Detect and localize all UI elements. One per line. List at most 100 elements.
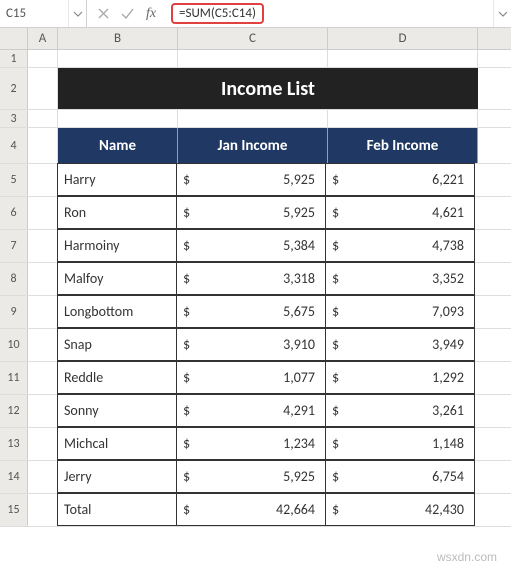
name-cell[interactable]: Malfoy [57, 262, 177, 295]
jan-cell[interactable]: $1,077 [176, 361, 326, 394]
currency-symbol: $ [332, 501, 339, 518]
col-header-c[interactable]: C [178, 28, 328, 49]
cell[interactable] [178, 50, 328, 67]
name-cell[interactable]: Harry [57, 163, 177, 196]
feb-cell[interactable]: $1,148 [325, 427, 475, 460]
cell[interactable] [28, 395, 58, 427]
name-cell[interactable]: Michcal [57, 427, 177, 460]
jan-value: 3,318 [283, 270, 315, 287]
name-cell[interactable]: Jerry [57, 460, 177, 493]
column-headers: A B C D [0, 28, 511, 50]
feb-cell[interactable]: $1,292 [325, 361, 475, 394]
currency-symbol: $ [332, 435, 339, 452]
table-row: 6 Ron$5,925$4,621 [0, 197, 511, 230]
name-box[interactable]: C15 [0, 0, 87, 27]
formula-text[interactable]: =SUM(C5:C14) [171, 3, 264, 24]
jan-value: 1,234 [283, 435, 315, 452]
cell[interactable] [28, 428, 58, 460]
cell[interactable] [328, 110, 478, 127]
feb-cell[interactable]: $6,754 [325, 460, 475, 493]
row-header[interactable]: 6 [0, 197, 28, 229]
jan-cell[interactable]: $1,234 [176, 427, 326, 460]
col-header-b[interactable]: B [58, 28, 178, 49]
formula-input-area[interactable]: =SUM(C5:C14) [167, 0, 493, 27]
cell[interactable] [28, 197, 58, 229]
feb-value: 3,949 [432, 336, 464, 353]
jan-cell[interactable]: $3,910 [176, 328, 326, 361]
title-cell[interactable]: Income List [58, 68, 478, 109]
total-label[interactable]: Total [57, 493, 177, 526]
cell[interactable] [28, 50, 58, 67]
fx-icon[interactable]: fx [139, 0, 163, 27]
name-cell[interactable]: Snap [57, 328, 177, 361]
row-header[interactable]: 9 [0, 296, 28, 328]
cell[interactable] [28, 329, 58, 361]
currency-symbol: $ [332, 303, 339, 320]
spreadsheet-grid: A B C D 1 2 Income List 3 4 [0, 28, 511, 527]
cell[interactable] [28, 494, 58, 526]
cell[interactable] [58, 110, 178, 127]
cell[interactable] [28, 164, 58, 196]
col-header-a[interactable]: A [28, 28, 58, 49]
select-all-corner[interactable] [0, 28, 28, 49]
feb-cell[interactable]: $7,093 [325, 295, 475, 328]
currency-symbol: $ [332, 402, 339, 419]
col-header-d[interactable]: D [328, 28, 478, 49]
cell[interactable] [28, 110, 58, 127]
row-header[interactable]: 7 [0, 230, 28, 262]
jan-cell[interactable]: $3,318 [176, 262, 326, 295]
cell[interactable] [28, 362, 58, 394]
feb-cell[interactable]: $3,949 [325, 328, 475, 361]
name-cell[interactable]: Longbottom [57, 295, 177, 328]
feb-value: 4,621 [432, 204, 464, 221]
row-header[interactable]: 8 [0, 263, 28, 295]
name-cell[interactable]: Reddle [57, 361, 177, 394]
cancel-icon[interactable] [91, 0, 115, 27]
jan-cell[interactable]: $5,384 [176, 229, 326, 262]
cell-reference[interactable]: C15 [0, 0, 68, 27]
jan-cell[interactable]: $5,925 [176, 196, 326, 229]
header-jan[interactable]: Jan Income [178, 128, 328, 163]
header-feb[interactable]: Feb Income [328, 128, 478, 163]
feb-cell[interactable]: $6,221 [325, 163, 475, 196]
feb-value: 3,352 [432, 270, 464, 287]
row-header[interactable]: 4 [0, 128, 28, 163]
row-header[interactable]: 15 [0, 494, 28, 526]
cell[interactable] [28, 68, 58, 109]
feb-cell[interactable]: $4,738 [325, 229, 475, 262]
name-box-dropdown-icon[interactable] [68, 0, 86, 27]
row-header[interactable]: 5 [0, 164, 28, 196]
row-header[interactable]: 13 [0, 428, 28, 460]
jan-cell[interactable]: $4,291 [176, 394, 326, 427]
cell[interactable] [58, 50, 178, 67]
cell[interactable] [28, 296, 58, 328]
row-header[interactable]: 1 [0, 50, 28, 67]
name-cell[interactable]: Harmoiny [57, 229, 177, 262]
jan-cell[interactable]: $5,675 [176, 295, 326, 328]
name-cell[interactable]: Sonny [57, 394, 177, 427]
cell[interactable] [28, 263, 58, 295]
cell[interactable] [28, 128, 58, 163]
jan-cell[interactable]: $5,925 [176, 163, 326, 196]
jan-cell[interactable]: $5,925 [176, 460, 326, 493]
expand-formula-bar-icon[interactable] [493, 0, 511, 27]
enter-icon[interactable] [115, 0, 139, 27]
cell[interactable] [28, 461, 58, 493]
feb-cell[interactable]: $3,352 [325, 262, 475, 295]
row-header[interactable]: 2 [0, 68, 28, 109]
cell[interactable] [178, 110, 328, 127]
row-header[interactable]: 14 [0, 461, 28, 493]
feb-cell[interactable]: $4,621 [325, 196, 475, 229]
cell[interactable] [28, 230, 58, 262]
name-cell[interactable]: Ron [57, 196, 177, 229]
row-header[interactable]: 11 [0, 362, 28, 394]
cell[interactable] [328, 50, 478, 67]
row-header[interactable]: 10 [0, 329, 28, 361]
row-header[interactable]: 3 [0, 110, 28, 127]
total-jan[interactable]: $ 42,664 [176, 493, 326, 526]
total-feb[interactable]: $ 42,430 [325, 493, 475, 526]
feb-cell[interactable]: $3,261 [325, 394, 475, 427]
feb-value: 6,754 [432, 468, 464, 485]
header-name[interactable]: Name [58, 128, 178, 163]
row-header[interactable]: 12 [0, 395, 28, 427]
